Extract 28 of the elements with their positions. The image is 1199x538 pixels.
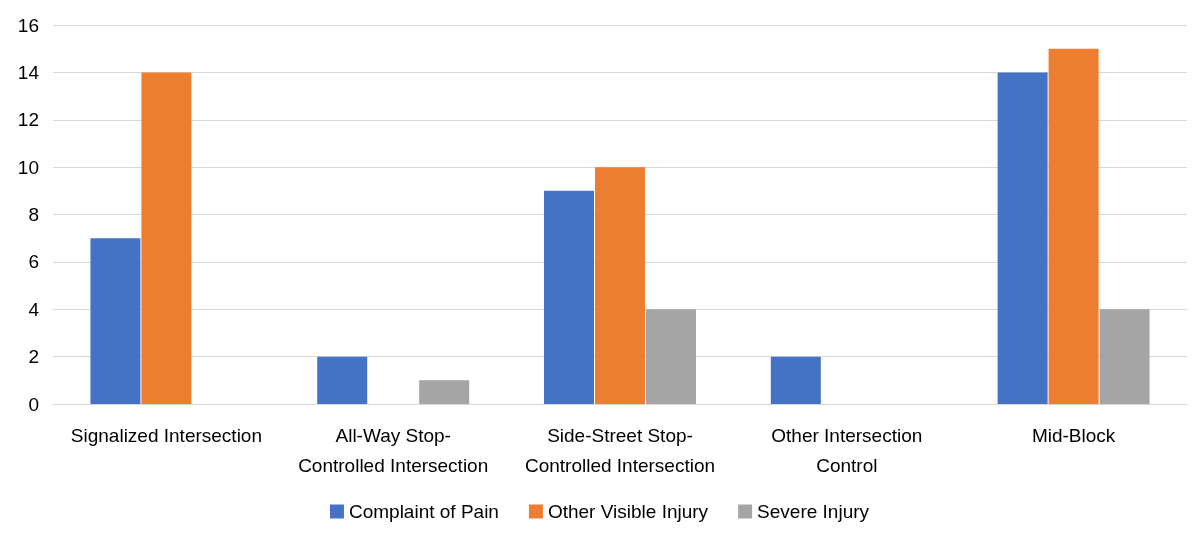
bar (419, 380, 470, 404)
y-tick-label: 16 (17, 14, 39, 36)
x-tick-label: Signalized Intersection (70, 424, 262, 446)
x-tick-label: All-Way Stop- Controlled Intersection (298, 424, 489, 476)
bar (1099, 309, 1150, 404)
x-tick-label: Side-Street Stop- Controlled Intersection (524, 424, 716, 476)
bar (317, 356, 368, 404)
bar (997, 72, 1048, 404)
y-tick-label: 8 (28, 204, 39, 225)
bar (595, 167, 645, 404)
y-tick-label: 10 (17, 156, 39, 178)
y-tick-label: 14 (17, 61, 40, 83)
y-tick-label: 4 (28, 298, 40, 320)
bar (1048, 48, 1099, 404)
x-tick-label: Mid-Block (1031, 424, 1116, 446)
y-tick-label: 2 (28, 346, 39, 368)
y-tick-label: 12 (17, 109, 39, 131)
legend-label: Complaint of Pain (348, 501, 499, 522)
bar (645, 309, 696, 404)
bar (544, 190, 595, 404)
legend-label: Severe Injury (757, 501, 870, 522)
legend-label: Other Visible Injury (547, 501, 709, 522)
y-tick-label: 6 (28, 251, 39, 273)
bar (141, 72, 192, 404)
x-tick-label: Other Intersection Control (771, 424, 923, 476)
bar (770, 356, 821, 404)
bar (90, 238, 141, 404)
y-tick-label: 0 (28, 393, 39, 415)
